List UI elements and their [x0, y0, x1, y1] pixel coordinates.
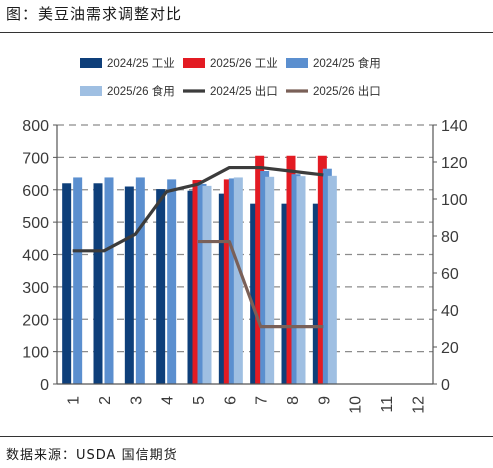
- x-tick-label: 4: [160, 396, 177, 405]
- left-tick-label: 100: [22, 345, 49, 362]
- bar-3-3: [135, 177, 145, 384]
- bar-3-1: [73, 177, 83, 384]
- chart: 2024/25 工业 2025/26 工业 2024/25 食用 2025/26 食用…: [22, 56, 468, 414]
- bar-1-9: [312, 203, 322, 384]
- bars: [62, 155, 337, 384]
- bar-4-8: [296, 176, 306, 384]
- bar-4-6: [233, 177, 243, 384]
- bottom-rule: [0, 436, 493, 437]
- left-tick-label: 700: [22, 150, 49, 167]
- bar-2-7: [255, 155, 265, 384]
- x-tick-label: 11: [379, 396, 396, 413]
- x-tick-label: 7: [254, 396, 271, 405]
- bar-1-1: [62, 183, 72, 384]
- x-tick-label: 6: [222, 396, 239, 405]
- legend-swatch: [286, 58, 308, 68]
- bar-4-7: [265, 176, 275, 384]
- legend-swatch: [80, 58, 102, 68]
- right-tick-label: 40: [441, 303, 459, 320]
- bar-3-6: [228, 178, 238, 384]
- series-line-1: [72, 165, 324, 253]
- legend-label: 2024/25 食用: [313, 56, 381, 70]
- bar-2-9: [317, 155, 327, 384]
- right-tick-label: 140: [441, 118, 468, 135]
- right-tick-label: 120: [441, 155, 468, 172]
- legend-label: 2025/26 出口: [313, 84, 381, 98]
- legend-swatch: [80, 86, 102, 96]
- right-tick-label: 20: [441, 340, 459, 357]
- x-tick-label: 1: [66, 396, 83, 405]
- legend-label: 2025/26 食用: [107, 84, 175, 98]
- left-tick-label: 500: [22, 215, 49, 232]
- bar-3-7: [260, 170, 270, 384]
- right-tick-label: 60: [441, 266, 459, 283]
- bar-3-8: [291, 174, 301, 384]
- bar-1-5: [187, 190, 197, 384]
- legend-swatch: [183, 58, 205, 68]
- left-tick-label: 200: [22, 312, 49, 329]
- bar-1-3: [124, 186, 134, 384]
- source-note: 数据来源：USDA 国信期货: [6, 448, 178, 463]
- left-tick-label: 600: [22, 183, 49, 200]
- bar-3-2: [104, 177, 114, 384]
- legend-label: 2024/25 出口: [210, 84, 278, 98]
- bar-1-6: [218, 193, 228, 384]
- right-tick-label: 100: [441, 192, 468, 209]
- bar-4-5: [202, 185, 212, 384]
- bar-2-8: [286, 155, 296, 384]
- legend-label: 2024/25 工业: [107, 57, 175, 70]
- bar-2-5: [192, 180, 202, 384]
- x-tick-label: 3: [128, 396, 145, 405]
- series-line-2: [198, 239, 324, 329]
- right-tick-label: 80: [441, 229, 459, 246]
- bar-1-4: [156, 189, 166, 384]
- axes: 0 100 200 300 400 500 600 700 800 0 20 40 60 80 100 120…: [22, 118, 468, 414]
- x-tick-label: 8: [285, 396, 302, 405]
- left-tick-label: 300: [22, 280, 49, 297]
- grid: [57, 124, 433, 353]
- bar-1-7: [250, 203, 260, 384]
- legend-label: 2025/26 工业: [210, 57, 278, 70]
- bar-3-9: [322, 168, 332, 384]
- lines: [72, 165, 324, 329]
- left-tick-label: 400: [22, 248, 49, 265]
- x-tick-label: 9: [316, 396, 333, 405]
- bar-3-4: [167, 179, 177, 384]
- left-tick-label: 0: [40, 377, 49, 394]
- left-tick-label: 800: [22, 118, 49, 135]
- top-rule: [0, 32, 493, 33]
- x-tick-label: 10: [348, 396, 365, 414]
- x-tick-label: 12: [410, 396, 427, 414]
- bar-1-8: [281, 203, 291, 384]
- x-tick-label: 5: [191, 396, 208, 405]
- bar-3-5: [197, 183, 207, 384]
- x-tick-label: 2: [97, 396, 114, 405]
- bar-1-2: [93, 183, 103, 384]
- figure-title: 图：美豆油需求调整对比: [6, 5, 183, 23]
- bar-2-6: [223, 179, 233, 384]
- bar-4-9: [327, 175, 337, 384]
- right-tick-label: 0: [441, 377, 450, 394]
- legend: 2024/25 工业 2025/26 工业 2024/25 食用 2025/26 食用…: [80, 56, 381, 98]
